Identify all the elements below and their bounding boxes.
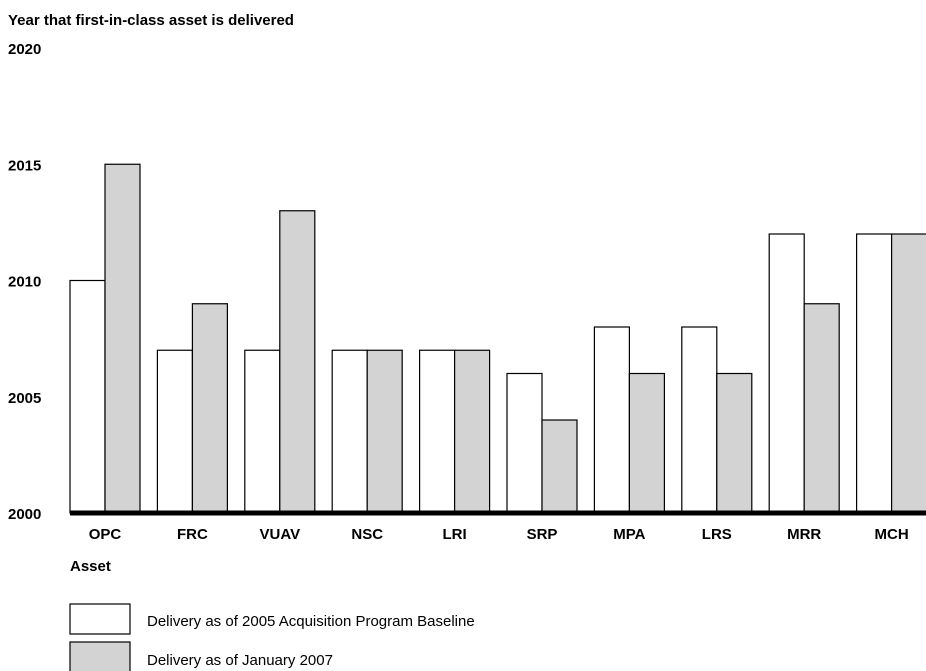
legend-label-baseline: Delivery as of 2005 Acquisition Program … [147,613,475,630]
y-tick-label: 2000 [8,506,41,523]
legend-item-baseline: Delivery as of 2005 Acquisition Program … [69,603,475,635]
x-axis-tick-labels: OPC FRC VUAV NSC LRI SRP MPA LRS MRR MCH [89,526,909,543]
bar-vuav-jan2007 [279,210,316,514]
bar-nsc-baseline [331,349,368,514]
x-tick-label: LRI [443,526,467,543]
x-tick-label: NSC [351,526,383,543]
legend-swatch-jan2007 [69,641,131,671]
y-axis-ticks: 2000 2005 2010 2015 2020 [8,41,41,523]
legend-label-jan2007: Delivery as of January 2007 [147,652,333,669]
chart-title: Year that first-in-class asset is delive… [8,12,294,29]
bar-opc-jan2007 [104,163,141,514]
bar-mpa-jan2007 [628,372,666,514]
bar-mrr-jan2007 [803,303,840,514]
y-tick-label: 2020 [8,41,41,58]
bar-mch-baseline [855,233,893,514]
x-axis-label: Asset [70,558,111,575]
x-tick-label: MCH [875,526,909,543]
bar-lri-baseline [419,349,456,514]
x-tick-label: LRS [702,526,732,543]
bar-srp-baseline [506,372,543,514]
bar-frc-jan2007 [191,303,228,514]
bar-vuav-baseline [244,349,281,514]
x-tick-label: VUAV [260,526,301,543]
bar-lri-jan2007 [454,349,491,514]
y-tick-label: 2015 [8,157,41,174]
legend-swatch-baseline [69,603,131,635]
legend-item-jan2007: Delivery as of January 2007 [69,641,333,671]
bar-frc-baseline [156,349,193,514]
bar-lrs-jan2007 [716,372,753,514]
legend: Delivery as of 2005 Acquisition Program … [69,603,475,671]
y-tick-label: 2005 [8,390,41,407]
x-tick-label: FRC [177,526,208,543]
x-tick-label: SRP [527,526,558,543]
x-tick-label: MPA [613,526,645,543]
bar-mrr-baseline [768,233,805,514]
bar-opc-baseline [69,279,106,514]
bar-lrs-baseline [681,326,718,514]
bar-srp-jan2007 [541,419,578,514]
x-tick-label: OPC [89,526,122,543]
bar-mpa-baseline [593,326,631,514]
bar-nsc-jan2007 [366,349,403,514]
x-tick-label: MRR [787,526,821,543]
bar-mch-jan2007 [890,233,926,514]
y-tick-label: 2010 [8,274,41,291]
bars [69,163,926,514]
